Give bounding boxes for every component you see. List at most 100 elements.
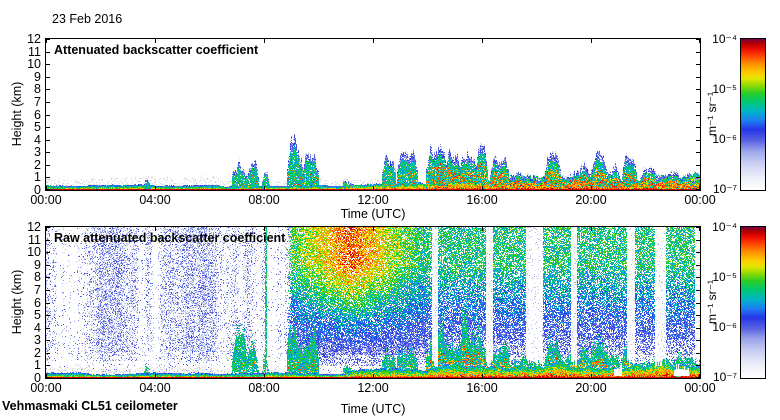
y-tick-mark xyxy=(696,140,700,141)
y-tick-mark xyxy=(696,39,700,40)
y-tick-mark xyxy=(46,340,50,341)
x-tick-mark xyxy=(155,374,156,378)
colorbar-tick-label: 10⁻⁵ xyxy=(712,82,737,96)
x-tick-label: 20:00 xyxy=(575,381,607,395)
x-tick-mark xyxy=(155,227,156,231)
y-tick-mark xyxy=(696,303,700,304)
colorbar-tick-label: 10⁻⁴ xyxy=(712,32,737,46)
y-tick-label: 12 xyxy=(27,220,41,234)
y-tick-mark xyxy=(696,290,700,291)
top-panel-plot-area: Attenuated backscatter coefficient xyxy=(45,38,701,191)
x-tick-mark xyxy=(482,39,483,43)
y-tick-label: 0 xyxy=(34,183,41,197)
y-tick-mark xyxy=(696,64,700,65)
x-tick-label: 12:00 xyxy=(357,193,389,207)
bottom-panel-plot-area: Raw attenuated backscatter coefficient xyxy=(45,226,701,379)
y-tick-mark xyxy=(696,102,700,103)
x-tick-mark xyxy=(482,227,483,231)
y-tick-label: 5 xyxy=(34,120,41,135)
y-tick-mark xyxy=(696,340,700,341)
y-tick-mark xyxy=(46,277,50,278)
x-tick-mark xyxy=(46,227,47,231)
y-tick-mark xyxy=(46,265,50,266)
y-tick-label: 8 xyxy=(34,270,41,285)
y-tick-mark xyxy=(696,315,700,316)
y-tick-mark xyxy=(696,252,700,253)
y-tick-mark xyxy=(696,115,700,116)
x-tick-mark xyxy=(373,227,374,231)
colorbar-tick-label: 10⁻⁷ xyxy=(712,182,737,196)
y-tick-mark xyxy=(46,140,50,141)
y-tick-mark xyxy=(46,240,50,241)
y-tick-mark xyxy=(696,328,700,329)
y-tick-mark xyxy=(46,102,50,103)
x-tick-mark xyxy=(46,39,47,43)
y-tick-mark xyxy=(696,265,700,266)
x-tick-mark xyxy=(482,186,483,190)
x-tick-mark xyxy=(482,374,483,378)
y-tick-label: 8 xyxy=(34,82,41,97)
y-tick-label: 10 xyxy=(27,245,41,260)
y-tick-mark xyxy=(696,365,700,366)
colorbar-tick-label: 10⁻⁵ xyxy=(712,270,737,284)
colorbar-tick-label: 10⁻⁷ xyxy=(712,370,737,384)
y-tick-mark xyxy=(696,165,700,166)
x-tick-mark xyxy=(591,227,592,231)
y-tick-mark xyxy=(46,39,50,40)
x-tick-label: 00:00 xyxy=(684,193,716,207)
y-tick-label: 4 xyxy=(34,320,41,335)
attenuated-backscatter-heatmap xyxy=(46,39,700,190)
y-tick-mark xyxy=(46,89,50,90)
y-tick-mark xyxy=(46,189,50,190)
x-tick-mark xyxy=(373,186,374,190)
y-tick-mark xyxy=(46,64,50,65)
x-tick-mark xyxy=(264,374,265,378)
x-tick-label: 04:00 xyxy=(139,193,171,207)
y-tick-label: 3 xyxy=(34,145,41,160)
colorbar-tick-label: 10⁻⁶ xyxy=(712,320,737,334)
y-tick-mark xyxy=(46,290,50,291)
x-tick-label: 16:00 xyxy=(466,193,498,207)
top-panel-colorbar xyxy=(740,38,766,191)
x-tick-mark xyxy=(46,374,47,378)
colorbar-tick-label: 10⁻⁶ xyxy=(712,132,737,146)
x-tick-mark xyxy=(699,186,700,190)
y-tick-label: 1 xyxy=(34,170,41,185)
x-tick-label: 00:00 xyxy=(30,193,62,207)
x-tick-mark xyxy=(699,374,700,378)
y-tick-label: 5 xyxy=(34,308,41,323)
y-tick-mark xyxy=(46,177,50,178)
y-tick-mark xyxy=(46,152,50,153)
x-tick-mark xyxy=(264,186,265,190)
x-tick-label: 12:00 xyxy=(357,381,389,395)
y-tick-mark xyxy=(696,52,700,53)
x-tick-mark xyxy=(699,227,700,231)
top-panel-title: Attenuated backscatter coefficient xyxy=(54,43,259,57)
y-tick-mark xyxy=(46,377,50,378)
x-tick-mark xyxy=(373,374,374,378)
y-tick-label: 7 xyxy=(34,282,41,297)
y-tick-label: 10 xyxy=(27,57,41,72)
y-tick-mark xyxy=(696,77,700,78)
y-tick-label: 11 xyxy=(28,44,41,59)
y-tick-label: 9 xyxy=(34,69,41,84)
y-tick-mark xyxy=(46,365,50,366)
y-tick-mark xyxy=(696,277,700,278)
y-tick-mark xyxy=(696,377,700,378)
y-tick-label: 12 xyxy=(27,32,41,46)
bottom-panel-colorbar xyxy=(740,226,766,379)
y-tick-label: 7 xyxy=(34,94,41,109)
y-tick-label: 2 xyxy=(34,157,41,172)
y-tick-mark xyxy=(46,115,50,116)
y-tick-mark xyxy=(46,303,50,304)
instrument-label: Vehmasmaki CL51 ceilometer xyxy=(2,399,178,413)
y-tick-mark xyxy=(46,165,50,166)
x-tick-label: 08:00 xyxy=(248,193,280,207)
y-tick-label: 2 xyxy=(34,345,41,360)
x-tick-mark xyxy=(699,39,700,43)
x-tick-label: 08:00 xyxy=(248,381,280,395)
y-tick-mark xyxy=(696,89,700,90)
bottom-panel-x-axis-label: Time (UTC) xyxy=(340,402,406,416)
x-tick-label: 00:00 xyxy=(684,381,716,395)
